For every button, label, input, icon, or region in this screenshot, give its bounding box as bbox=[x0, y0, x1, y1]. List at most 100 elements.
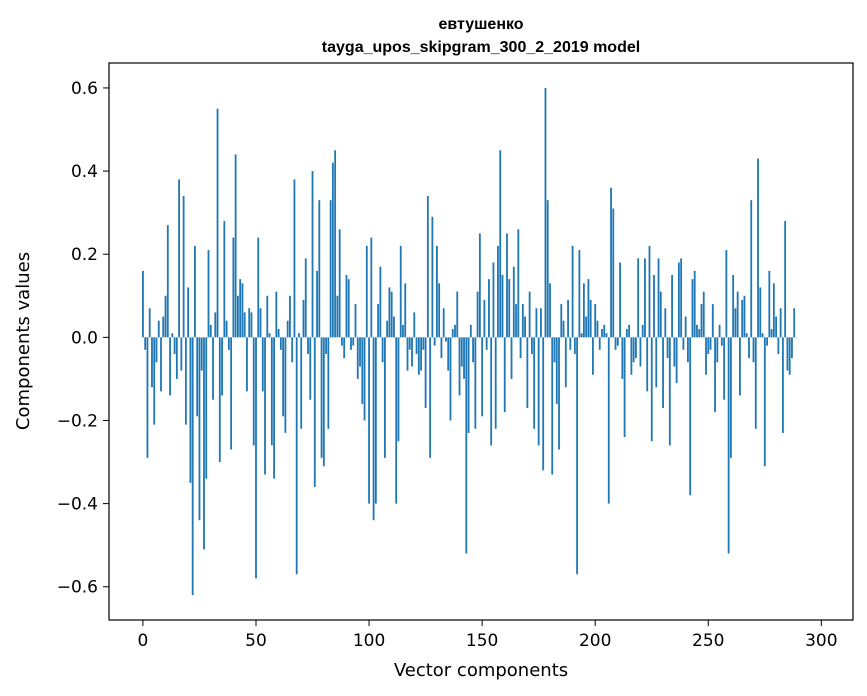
bar bbox=[273, 337, 275, 479]
bar bbox=[729, 337, 732, 458]
bar bbox=[460, 337, 463, 367]
bar bbox=[510, 337, 513, 379]
bar bbox=[655, 337, 658, 388]
bar bbox=[734, 308, 737, 338]
bar bbox=[698, 329, 701, 338]
bar bbox=[657, 258, 660, 338]
bar bbox=[404, 283, 407, 338]
bar bbox=[469, 324, 472, 338]
bar bbox=[582, 283, 585, 338]
bar bbox=[546, 200, 549, 338]
bar bbox=[458, 337, 461, 396]
bar bbox=[693, 270, 696, 338]
bar bbox=[142, 270, 144, 338]
bar bbox=[395, 337, 398, 504]
bar bbox=[628, 324, 631, 338]
bar bbox=[580, 333, 583, 338]
bar bbox=[463, 337, 465, 379]
bar bbox=[372, 337, 375, 521]
bar bbox=[680, 258, 683, 338]
bar bbox=[625, 329, 628, 338]
bar bbox=[415, 337, 418, 354]
bar bbox=[397, 337, 400, 442]
bar bbox=[705, 337, 707, 375]
bar bbox=[411, 337, 413, 367]
bar bbox=[284, 337, 287, 433]
bar bbox=[517, 229, 520, 338]
bar bbox=[664, 308, 667, 338]
bar bbox=[558, 337, 560, 450]
bar bbox=[492, 262, 495, 338]
bar bbox=[426, 196, 429, 338]
bar bbox=[255, 337, 257, 579]
bar bbox=[587, 279, 590, 338]
bar bbox=[164, 295, 167, 338]
bar bbox=[745, 333, 748, 338]
chart-subtitle: tayga_upos_skipgram_300_2_2019 model bbox=[322, 39, 640, 56]
bar bbox=[499, 150, 502, 338]
bar bbox=[639, 337, 642, 367]
bar bbox=[612, 208, 615, 338]
bar bbox=[250, 312, 253, 338]
bar bbox=[232, 237, 235, 338]
bar bbox=[374, 337, 377, 504]
bar bbox=[175, 337, 178, 379]
bar bbox=[381, 337, 384, 363]
y-tick-label: −0.2 bbox=[57, 411, 98, 431]
bar bbox=[589, 299, 592, 338]
bar bbox=[144, 337, 147, 350]
bar bbox=[725, 250, 728, 338]
bar bbox=[687, 337, 689, 363]
bar bbox=[291, 337, 294, 363]
bar bbox=[519, 337, 522, 359]
bar bbox=[309, 337, 312, 400]
bar bbox=[757, 158, 759, 338]
bar bbox=[540, 308, 542, 338]
bar bbox=[635, 337, 637, 359]
bar bbox=[365, 245, 368, 338]
bar bbox=[169, 337, 171, 396]
bar bbox=[286, 320, 289, 338]
bar bbox=[239, 279, 242, 338]
bar bbox=[723, 337, 726, 400]
bar bbox=[528, 291, 531, 338]
bar bbox=[761, 333, 764, 338]
bar bbox=[442, 308, 445, 338]
bar bbox=[623, 337, 626, 438]
bar bbox=[198, 337, 201, 521]
bar bbox=[268, 333, 271, 338]
bar bbox=[393, 316, 395, 338]
bar bbox=[490, 337, 493, 446]
bar bbox=[433, 337, 436, 346]
bar bbox=[214, 312, 217, 338]
bars-group bbox=[142, 87, 798, 596]
bar bbox=[659, 291, 662, 338]
bar bbox=[241, 283, 244, 338]
bar bbox=[341, 337, 343, 346]
y-tick-label: −0.6 bbox=[57, 578, 98, 598]
bar bbox=[336, 295, 339, 338]
bar bbox=[424, 337, 427, 408]
bar bbox=[325, 337, 327, 354]
bar bbox=[252, 337, 255, 446]
bar bbox=[388, 287, 391, 338]
bar bbox=[270, 337, 273, 446]
bar bbox=[257, 237, 260, 338]
x-tick-label: 200 bbox=[579, 631, 611, 651]
bar bbox=[467, 337, 470, 433]
bar bbox=[431, 216, 434, 338]
plot-frame bbox=[108, 62, 854, 621]
bar bbox=[465, 337, 468, 554]
bar bbox=[521, 304, 524, 338]
bar bbox=[300, 337, 303, 429]
bar bbox=[440, 337, 443, 359]
bar bbox=[573, 337, 576, 354]
bar bbox=[743, 295, 746, 338]
bar bbox=[162, 316, 165, 338]
bar bbox=[671, 274, 673, 338]
bar bbox=[488, 279, 490, 338]
bar bbox=[598, 337, 601, 350]
bar bbox=[354, 304, 357, 338]
bar bbox=[343, 337, 346, 359]
